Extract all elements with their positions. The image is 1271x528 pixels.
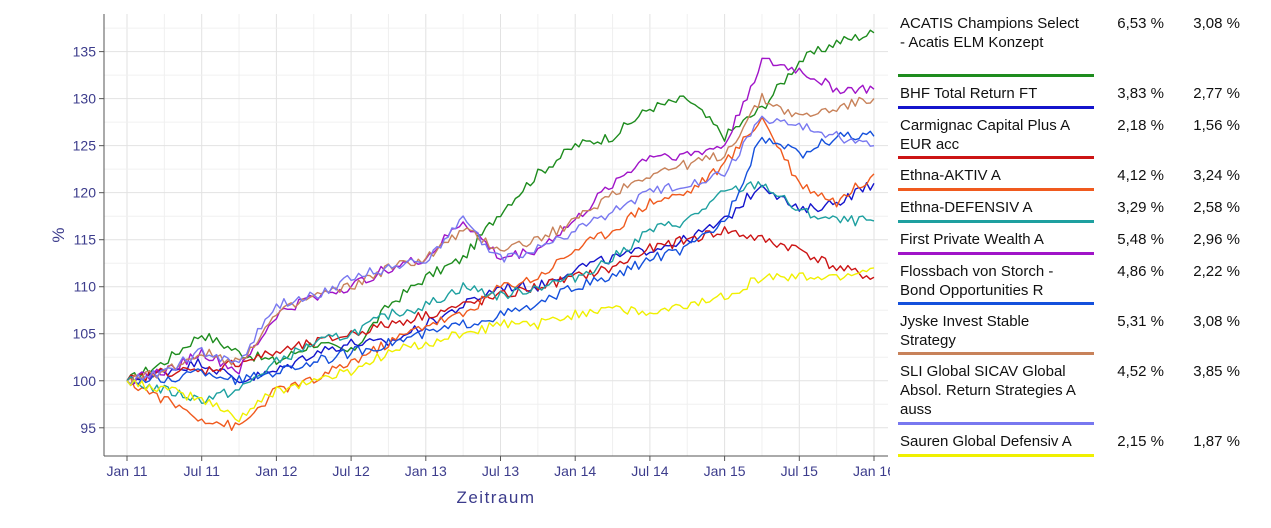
series-line xyxy=(126,267,875,423)
y-tick-label: 130 xyxy=(73,91,97,107)
legend-value-2: 2,58 % xyxy=(1193,199,1240,216)
legend-item: First Private Wealth A 5,48 % 2,96 % xyxy=(896,226,1256,258)
y-tick-label: 125 xyxy=(73,138,97,154)
legend-color-swatch xyxy=(898,106,1094,109)
legend-item: SLI Global SICAV Global Absol. Return St… xyxy=(896,358,1256,428)
series-line xyxy=(126,130,875,387)
axes xyxy=(99,14,888,461)
legend-item: Ethna-DEFENSIV A 3,29 % 2,58 % xyxy=(896,194,1256,226)
legend-series-name: Flossbach von Storch - Bond Opportunitie… xyxy=(900,263,1054,299)
legend-series-name: Jyske Invest Stable Strategy xyxy=(900,313,1030,349)
legend-value-2: 3,24 % xyxy=(1193,167,1240,184)
legend-value-2: 3,08 % xyxy=(1193,15,1240,32)
legend-color-swatch xyxy=(898,352,1094,355)
legend-item: ACATIS Champions Select - Acatis ELM Kon… xyxy=(896,10,1256,80)
x-tick-label: Jan 11 xyxy=(107,463,148,479)
legend-item: BHF Total Return FT 3,83 % 2,77 % xyxy=(896,80,1256,112)
x-tick-label: Jan 16 xyxy=(853,463,890,479)
line-chart: 95 100 105 110 115 120 125 130 135 Jan 11 Jul 11 Ja… xyxy=(49,14,890,507)
series-line xyxy=(126,116,875,431)
y-tick-label: 110 xyxy=(74,279,97,295)
grid xyxy=(104,14,888,456)
x-tick-label: Jul 13 xyxy=(482,463,520,479)
series-line xyxy=(126,115,875,385)
series-line xyxy=(126,92,875,385)
plot-area xyxy=(104,14,888,456)
tick-labels: 95 100 105 110 115 120 125 130 135 Jan 11 Jul 11 Ja… xyxy=(73,44,890,479)
legend-item: Carmignac Capital Plus A EUR acc 2,18 % 1,… xyxy=(896,112,1256,162)
legend-series-name: Ethna-DEFENSIV A xyxy=(900,199,1033,216)
y-tick-label: 95 xyxy=(80,420,96,436)
legend-item: Sauren Global Defensiv A 2,15 % 1,87 % xyxy=(896,428,1256,460)
legend-series-name: Ethna-AKTIV A xyxy=(900,167,1001,184)
legend-series-name: Carmignac Capital Plus A EUR acc xyxy=(900,117,1070,153)
x-tick-label: Jan 13 xyxy=(405,463,447,479)
legend-color-swatch xyxy=(898,74,1094,77)
legend-value-1: 4,52 % xyxy=(1117,363,1164,380)
legend-series-name: SLI Global SICAV Global Absol. Return St… xyxy=(900,363,1076,418)
legend-series-name: Sauren Global Defensiv A xyxy=(900,433,1072,450)
legend-value-1: 5,48 % xyxy=(1117,231,1164,248)
legend-value-1: 3,83 % xyxy=(1117,85,1164,102)
legend-color-swatch xyxy=(898,156,1094,159)
x-tick-label: Jul 15 xyxy=(781,463,819,479)
series-lines xyxy=(126,29,875,431)
legend-value-1: 4,12 % xyxy=(1117,167,1164,184)
chart-legend: ACATIS Champions Select - Acatis ELM Kon… xyxy=(896,10,1256,460)
legend-value-1: 3,29 % xyxy=(1117,199,1164,216)
legend-color-swatch xyxy=(898,302,1094,305)
legend-series-name: First Private Wealth A xyxy=(900,231,1044,248)
x-tick-label: Jul 14 xyxy=(631,463,669,479)
y-tick-label: 105 xyxy=(73,326,97,342)
legend-value-2: 3,08 % xyxy=(1193,313,1240,330)
legend-item: Jyske Invest Stable Strategy 5,31 % 3,08 % xyxy=(896,308,1256,358)
x-tick-label: Jan 14 xyxy=(554,463,596,479)
x-tick-label: Jan 15 xyxy=(704,463,746,479)
legend-value-1: 4,86 % xyxy=(1117,263,1164,280)
series-line xyxy=(126,180,875,404)
legend-color-swatch xyxy=(898,454,1094,457)
y-tick-label: 135 xyxy=(73,44,97,60)
legend-value-1: 6,53 % xyxy=(1117,15,1164,32)
x-tick-label: Jan 12 xyxy=(255,463,297,479)
legend-value-2: 2,22 % xyxy=(1193,263,1240,280)
legend-series-name: BHF Total Return FT xyxy=(900,85,1038,102)
legend-value-2: 1,87 % xyxy=(1193,433,1240,450)
legend-value-2: 3,85 % xyxy=(1193,363,1240,380)
legend-value-1: 2,15 % xyxy=(1117,433,1164,450)
legend-value-1: 5,31 % xyxy=(1117,313,1164,330)
y-tick-label: 115 xyxy=(74,232,97,248)
legend-color-swatch xyxy=(898,422,1094,425)
legend-color-swatch xyxy=(898,220,1094,223)
legend-value-1: 2,18 % xyxy=(1117,117,1164,134)
y-axis-label: % xyxy=(49,227,68,242)
series-line xyxy=(126,57,875,386)
legend-value-2: 2,77 % xyxy=(1193,85,1240,102)
legend-item: Ethna-AKTIV A 4,12 % 3,24 % xyxy=(896,162,1256,194)
legend-series-name: ACATIS Champions Select - Acatis ELM Kon… xyxy=(900,15,1079,51)
legend-value-2: 1,56 % xyxy=(1193,117,1240,134)
legend-value-2: 2,96 % xyxy=(1193,231,1240,248)
legend-color-swatch xyxy=(898,188,1094,191)
legend-color-swatch xyxy=(898,252,1094,255)
x-tick-label: Jul 12 xyxy=(332,463,370,479)
y-tick-label: 100 xyxy=(73,373,97,389)
x-tick-label: Jul 11 xyxy=(184,463,221,479)
legend-item: Flossbach von Storch - Bond Opportunitie… xyxy=(896,258,1256,308)
x-axis-label: Zeitraum xyxy=(456,488,535,507)
y-tick-label: 120 xyxy=(73,185,97,201)
